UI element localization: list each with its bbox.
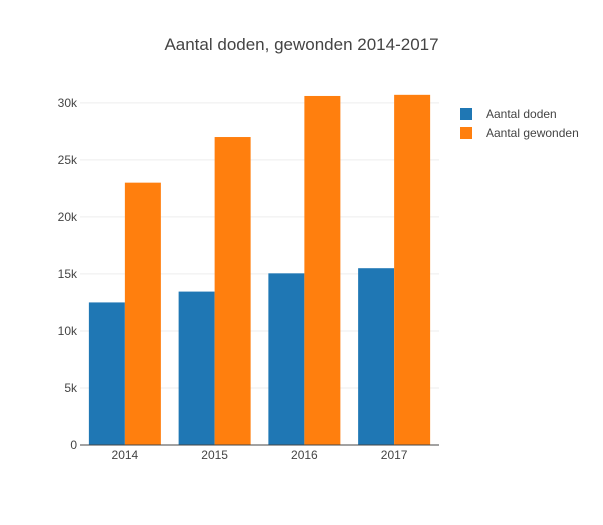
x-tick-label: 2016 [291, 448, 318, 462]
y-tick-label: 30k [58, 96, 78, 110]
legend-label: Aantal doden [486, 107, 557, 121]
y-tick-label: 0 [70, 438, 77, 452]
bar-aantal-doden-2015[interactable] [178, 291, 215, 445]
y-tick-label: 25k [58, 153, 78, 167]
bar-aantal-doden-2016[interactable] [268, 273, 305, 445]
x-tick-label: 2014 [112, 448, 139, 462]
legend-item-aantal-doden[interactable]: Aantal doden [460, 107, 557, 121]
bar-aantal-gewonden-2015[interactable] [214, 137, 251, 445]
legend-label: Aantal gewonden [486, 126, 579, 140]
y-axis-ticks: 0 5k 10k 15k 20k 25k 30k [58, 96, 78, 452]
legend-swatch [460, 127, 472, 139]
y-tick-label: 10k [58, 324, 78, 338]
x-tick-label: 2015 [201, 448, 228, 462]
x-tick-label: 2017 [381, 448, 408, 462]
bar-aantal-doden-2014[interactable] [88, 302, 125, 445]
bar-aantal-gewonden-2016[interactable] [304, 95, 341, 445]
y-tick-label: 20k [58, 210, 78, 224]
legend-item-aantal-gewonden[interactable]: Aantal gewonden [460, 126, 579, 140]
legend[interactable]: Aantal doden Aantal gewonden [460, 107, 579, 140]
x-axis-ticks: 2014 2015 2016 2017 [112, 448, 408, 462]
legend-swatch [460, 108, 472, 120]
bar-aantal-gewonden-2014[interactable] [124, 182, 161, 445]
chart-title: Aantal doden, gewonden 2014-2017 [164, 35, 438, 54]
bar-aantal-doden-2017[interactable] [358, 268, 395, 445]
bars [88, 94, 431, 445]
y-tick-label: 5k [64, 381, 78, 395]
y-tick-label: 15k [58, 267, 78, 281]
bar-aantal-gewonden-2017[interactable] [394, 94, 431, 445]
